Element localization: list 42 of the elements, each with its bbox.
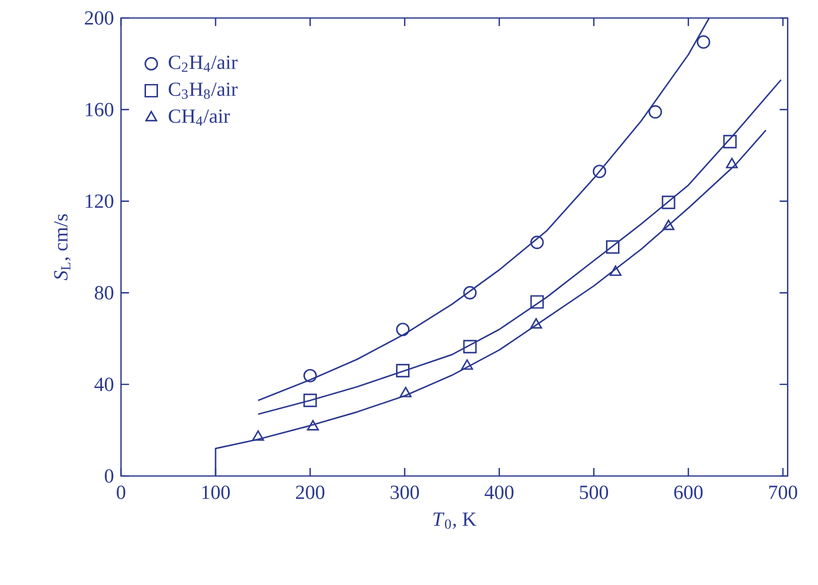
- y-tick-label: 0: [104, 469, 114, 483]
- point: [530, 236, 544, 250]
- point: [662, 196, 676, 210]
- point: [307, 420, 319, 430]
- point: [648, 105, 662, 119]
- y-tick-label: 200: [84, 11, 114, 25]
- x-tick-label: 700: [769, 486, 798, 500]
- point: [606, 240, 620, 254]
- point: [396, 322, 410, 336]
- point: [252, 430, 264, 441]
- line-series: [257, 79, 782, 415]
- x-tick-label: 200: [296, 486, 324, 500]
- x-tick-label: 300: [390, 486, 419, 500]
- point: [303, 368, 317, 382]
- point: [530, 318, 542, 329]
- y-tick-label: 160: [86, 102, 114, 116]
- point: [303, 394, 317, 408]
- point: [696, 35, 710, 49]
- x-tick-label: 100: [202, 486, 230, 500]
- y-tick-label: 120: [86, 194, 114, 208]
- point: [723, 134, 737, 148]
- point: [400, 386, 412, 398]
- x-tick-label: 400: [484, 486, 514, 500]
- point: [592, 164, 606, 178]
- legend-label: C$_{2}$H$_{4}$/air: [168, 56, 238, 72]
- point: [726, 158, 738, 168]
- point: [463, 340, 477, 354]
- x-tick-label: 0: [116, 486, 126, 500]
- point: [461, 359, 474, 370]
- x-tick-label: 600: [674, 486, 703, 500]
- x-axis-title: T$_{0}$, K: [433, 512, 476, 529]
- y-tick-label: 80: [94, 286, 114, 300]
- point: [463, 286, 477, 300]
- y-tick-label: 40: [94, 378, 114, 392]
- point: [396, 364, 410, 378]
- legend-label: CH$_{4}$/air: [168, 109, 230, 126]
- point: [610, 265, 622, 276]
- point: [530, 295, 544, 309]
- y-axis-title: S$_{L}$, cm/s: [54, 214, 70, 280]
- x-tick-label: 500: [580, 486, 608, 500]
- point: [662, 220, 674, 230]
- legend-label: C$_{3}$H$_{8}$/air: [168, 82, 238, 99]
